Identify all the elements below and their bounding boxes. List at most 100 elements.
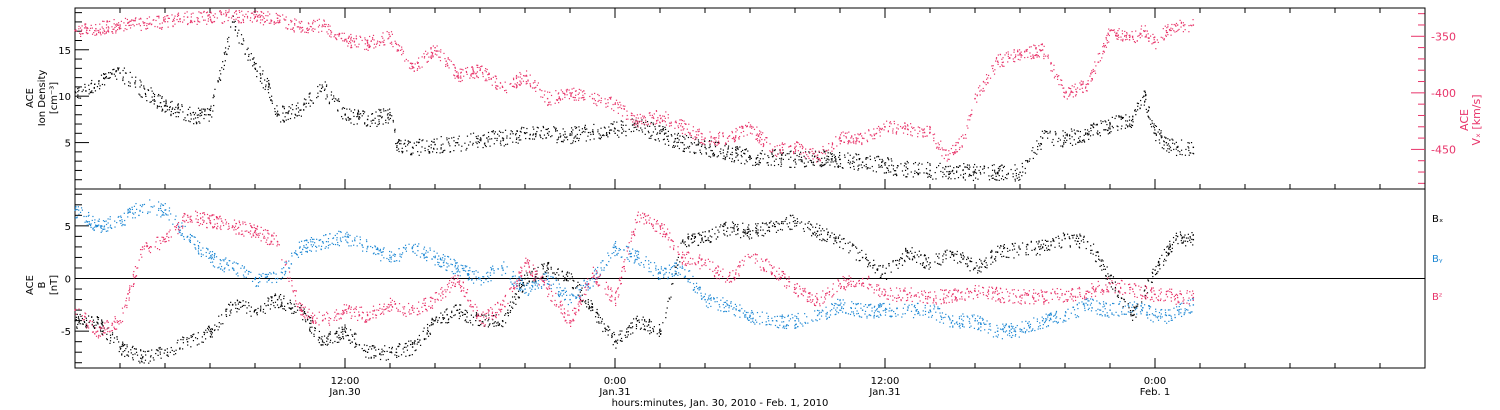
velocity-dot	[235, 10, 237, 12]
velocity-dot	[242, 21, 245, 24]
bx-dot	[953, 255, 955, 257]
density-dot	[1135, 114, 1137, 116]
bx-dot	[436, 321, 439, 323]
density-dot	[1160, 132, 1162, 134]
top-left-tick-label: 5	[65, 139, 71, 150]
bx-dot	[768, 230, 771, 233]
density-dot	[929, 164, 931, 166]
density-dot	[1003, 165, 1005, 168]
density-dot	[1121, 116, 1124, 119]
density-dot	[252, 65, 254, 67]
velocity-dot	[321, 26, 323, 28]
velocity-dot	[438, 56, 440, 58]
velocity-dot	[512, 85, 515, 87]
density-dot	[678, 147, 680, 150]
density-dot	[960, 174, 962, 176]
velocity-dot	[625, 118, 628, 120]
density-dot	[741, 156, 743, 158]
velocity-dot	[1134, 41, 1136, 44]
velocity-dot	[749, 132, 752, 134]
density-dot	[268, 79, 270, 82]
bx-dot	[78, 320, 80, 323]
density-dot	[154, 100, 156, 102]
density-dot	[344, 114, 346, 116]
velocity-dot	[700, 141, 703, 144]
velocity-dot	[623, 108, 625, 110]
density-dot	[1024, 172, 1027, 174]
velocity-dot	[913, 127, 915, 129]
velocity-dot	[1137, 35, 1139, 37]
bx-dot	[353, 333, 356, 335]
velocity-dot	[661, 119, 664, 121]
bx-dot	[534, 281, 536, 283]
bx-dot	[789, 228, 791, 230]
density-dot	[1105, 129, 1107, 131]
bx-dot	[412, 343, 414, 345]
velocity-dot	[1062, 87, 1064, 89]
velocity-dot	[100, 34, 102, 36]
density-dot	[667, 130, 670, 133]
velocity-dot	[987, 82, 989, 84]
density-dot	[1125, 114, 1127, 116]
density-dot	[867, 167, 869, 169]
velocity-dot	[117, 24, 120, 26]
density-dot	[400, 143, 402, 145]
density-dot	[356, 113, 359, 115]
velocity-dot	[1140, 28, 1142, 30]
density-dot	[912, 176, 914, 178]
velocity-dot	[430, 47, 432, 49]
density-dot	[775, 158, 777, 160]
velocity-dot	[1013, 49, 1015, 51]
density-point	[614, 128, 616, 130]
velocity-dot	[79, 35, 82, 38]
density-dot	[309, 93, 311, 95]
bx-dot	[944, 251, 947, 253]
velocity-dot	[907, 125, 909, 127]
density-dot	[1099, 132, 1101, 134]
velocity-dot	[849, 140, 851, 142]
bx-dot	[276, 304, 279, 306]
velocity-dot	[630, 119, 632, 121]
density-dot	[800, 160, 802, 162]
density-dot	[926, 172, 928, 174]
velocity-dot	[1167, 24, 1169, 26]
velocity-dot	[558, 102, 560, 104]
bx-dot	[816, 230, 818, 233]
velocity-dot	[86, 29, 88, 31]
velocity-dot	[584, 92, 586, 95]
velocity-dot	[378, 44, 381, 46]
density-dot	[575, 126, 578, 129]
density-dot	[856, 159, 858, 161]
density-dot	[1049, 132, 1051, 134]
density-dot	[380, 109, 382, 111]
bx-dot	[615, 341, 618, 343]
bx-dot	[176, 342, 178, 344]
density-dot	[835, 159, 837, 161]
velocity-dot	[645, 119, 647, 121]
density-dot	[506, 135, 508, 137]
velocity-dot	[992, 65, 994, 67]
density-dot	[865, 158, 867, 160]
velocity-dot	[314, 28, 316, 30]
velocity-dot	[1095, 65, 1097, 67]
bx-dot	[1073, 234, 1075, 236]
density-dot	[667, 140, 670, 142]
velocity-dot	[563, 92, 565, 94]
density-dot	[587, 135, 589, 137]
velocity-dot	[149, 22, 151, 24]
velocity-dot	[105, 24, 108, 26]
velocity-dot	[154, 25, 156, 28]
velocity-dot	[731, 130, 733, 133]
velocity-dot	[999, 54, 1002, 56]
velocity-dot	[1166, 31, 1169, 34]
bx-dot	[611, 336, 613, 339]
bx-dot	[733, 228, 735, 230]
bx-dot	[77, 316, 80, 318]
velocity-dot	[87, 32, 89, 34]
bx-dot	[381, 351, 383, 353]
velocity-dot	[568, 98, 571, 100]
density-dot	[965, 166, 967, 168]
velocity-dot	[1139, 33, 1141, 35]
bx-dot	[1097, 255, 1100, 257]
density-dot	[170, 101, 172, 103]
